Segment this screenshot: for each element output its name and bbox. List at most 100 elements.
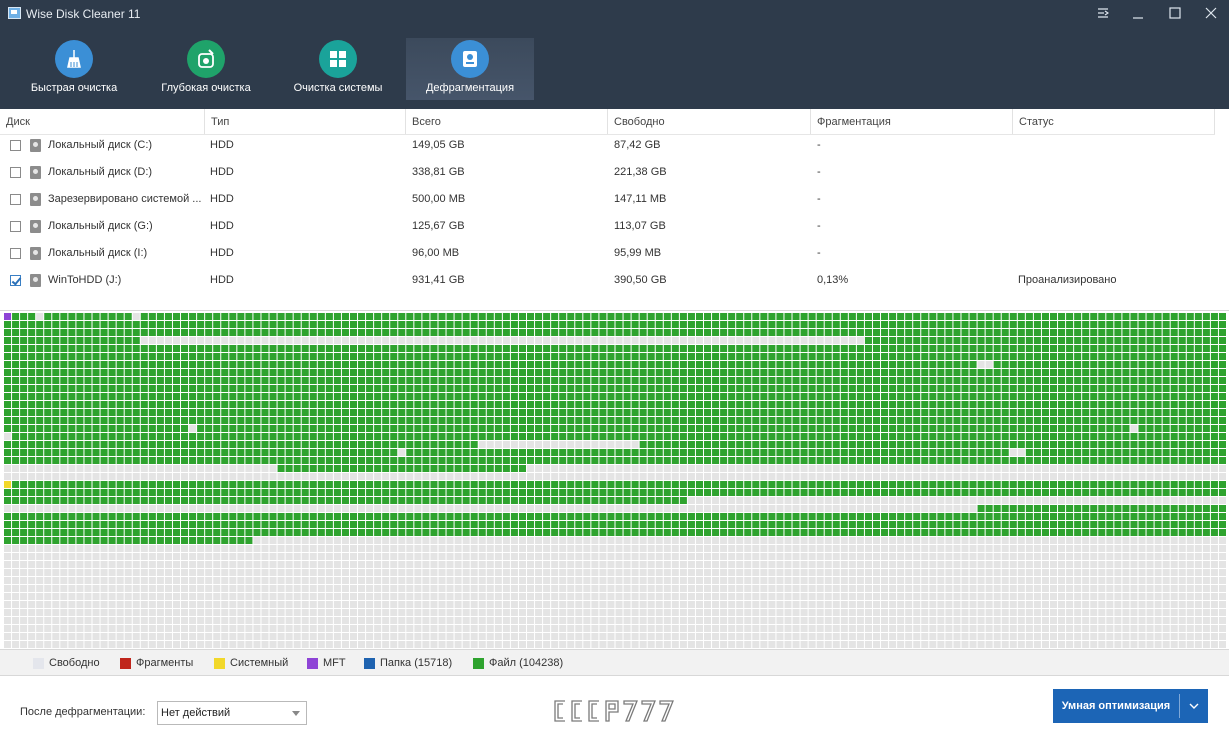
row-checkbox[interactable]: [10, 275, 21, 286]
cluster-cell: [28, 529, 36, 536]
cluster-cell: [543, 441, 551, 448]
row-checkbox[interactable]: [10, 248, 21, 259]
cluster-cell: [840, 497, 848, 504]
row-checkbox[interactable]: [10, 194, 21, 205]
cluster-cell: [905, 353, 913, 360]
cluster-cell: [189, 345, 197, 352]
cluster-cell: [768, 393, 776, 400]
cluster-cell: [583, 369, 591, 376]
column-header-free[interactable]: Свободно: [608, 109, 811, 134]
cluster-cell: [1098, 369, 1106, 376]
cluster-cell: [551, 553, 559, 560]
cluster-cell: [728, 505, 736, 512]
cluster-cell: [172, 425, 181, 432]
cluster-cell: [374, 561, 382, 568]
cluster-cell: [1122, 449, 1130, 456]
cluster-cell: [913, 545, 921, 552]
column-header-disk[interactable]: Диск: [0, 109, 205, 134]
tab-defrag[interactable]: Дефрагментация: [406, 38, 534, 100]
cluster-cell: [358, 561, 366, 568]
cluster-cell: [856, 401, 864, 408]
minimize-icon[interactable]: [1119, 0, 1157, 26]
column-header-type[interactable]: Тип: [205, 109, 406, 134]
cluster-cell: [20, 417, 28, 424]
cluster-cell: [607, 401, 615, 408]
cluster-cell: [1186, 457, 1194, 464]
cluster-cell: [704, 401, 712, 408]
cluster-cell: [631, 361, 639, 368]
cluster-cell: [1033, 361, 1041, 368]
close-icon[interactable]: [1192, 0, 1229, 26]
cluster-cell: [293, 521, 301, 528]
cluster-cell: [92, 361, 100, 368]
row-checkbox[interactable]: [10, 167, 21, 178]
cluster-cell: [671, 337, 679, 344]
cluster-cell: [293, 505, 301, 512]
cluster-cell: [221, 505, 229, 512]
cluster-cell: [1130, 497, 1138, 504]
cluster-cell: [1122, 417, 1130, 424]
cluster-cell: [567, 433, 575, 440]
cluster-cell: [591, 505, 599, 512]
column-header-total[interactable]: Всего: [406, 109, 608, 134]
cluster-cell: [784, 545, 792, 552]
cluster-cell: [760, 553, 768, 560]
cluster-cell: [776, 465, 784, 472]
cluster-cell: [551, 337, 559, 344]
row-checkbox[interactable]: [10, 140, 21, 151]
tab-quick-clean[interactable]: Быстрая очистка: [10, 38, 138, 100]
tab-deep-clean[interactable]: Глубокая очистка: [142, 38, 270, 100]
cluster-cell: [784, 385, 792, 392]
cluster-cell: [1017, 401, 1025, 408]
cluster-cell: [1090, 465, 1098, 472]
column-header-fragmentation[interactable]: Фрагментация: [811, 109, 1013, 134]
cluster-cell: [591, 473, 599, 480]
cluster-cell: [599, 489, 607, 496]
cluster-cell: [985, 481, 993, 488]
cluster-cell: [760, 505, 768, 512]
column-header-status[interactable]: Статус: [1013, 109, 1215, 134]
cluster-cell: [502, 409, 510, 416]
maximize-icon[interactable]: [1156, 0, 1194, 26]
cluster-cell: [205, 489, 213, 496]
cluster-cell: [116, 457, 124, 464]
cluster-cell: [4, 497, 12, 504]
tab-system-clean[interactable]: Очистка системы: [274, 38, 402, 100]
cluster-cell: [398, 321, 406, 328]
cluster-cell: [856, 393, 864, 400]
cluster-cell: [245, 425, 253, 432]
cluster-cell: [1033, 489, 1041, 496]
table-row[interactable]: Локальный диск (G:) HDD 125,67 GB 113,07…: [0, 213, 1215, 240]
table-row[interactable]: Локальный диск (C:) HDD 149,05 GB 87,42 …: [0, 132, 1215, 159]
cluster-cell: [1106, 505, 1114, 512]
cluster-cell: [374, 465, 382, 472]
cluster-cell: [430, 369, 438, 376]
cluster-cell: [277, 505, 285, 512]
cluster-cell: [856, 385, 864, 392]
cluster-cell: [784, 361, 792, 368]
cluster-cell: [655, 313, 663, 320]
cluster-cell: [1186, 441, 1194, 448]
table-row[interactable]: Локальный диск (D:) HDD 338,81 GB 221,38…: [0, 159, 1215, 186]
cluster-cell: [526, 313, 535, 320]
cluster-cell: [1001, 321, 1009, 328]
cluster-cell: [494, 537, 502, 544]
row-checkbox[interactable]: [10, 221, 21, 232]
cluster-cell: [929, 345, 937, 352]
cluster-cell: [623, 369, 631, 376]
cluster-cell: [760, 393, 768, 400]
cluster-cell: [720, 521, 728, 528]
cluster-cell: [1170, 545, 1178, 552]
menu-icon[interactable]: [1084, 0, 1122, 26]
table-row[interactable]: Локальный диск (I:) HDD 96,00 MB 95,99 M…: [0, 240, 1215, 267]
cluster-cell: [1066, 489, 1074, 496]
table-row[interactable]: Зарезервировано системой ... HDD 500,00 …: [0, 186, 1215, 213]
table-row[interactable]: WinToHDD (J:) HDD 931,41 GB 390,50 GB 0,…: [0, 267, 1215, 294]
cluster-cell: [1106, 377, 1114, 384]
cluster-cell: [502, 457, 510, 464]
cluster-cell: [712, 481, 720, 488]
cluster-cell: [116, 321, 124, 328]
cluster-cell: [591, 313, 599, 320]
cluster-cell: [229, 521, 237, 528]
cluster-cell: [824, 353, 832, 360]
